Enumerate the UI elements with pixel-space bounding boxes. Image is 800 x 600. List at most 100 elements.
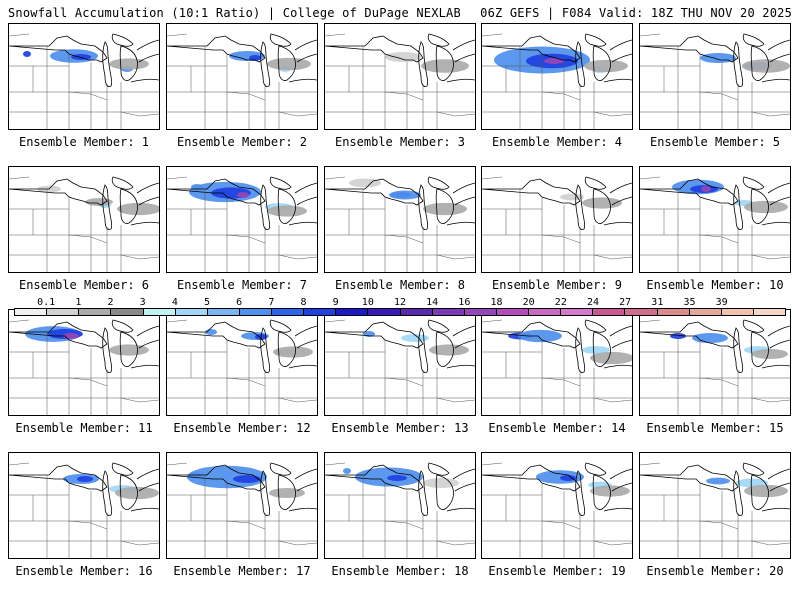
snowfall-field: [385, 51, 469, 73]
snow-blob: [744, 200, 788, 214]
colorbar-swatch: [400, 309, 433, 315]
colorbar-swatch: [561, 309, 594, 315]
colorbar-swatch: [464, 309, 497, 315]
snowfall-field: [229, 50, 311, 72]
colorbar-tick-label: 7: [268, 297, 275, 308]
colorbar-tick-label: 14: [426, 297, 439, 308]
snowfall-field: [37, 185, 159, 216]
ensemble-member-label: Ensemble Member: 10: [646, 278, 784, 292]
snowfall-field: [23, 49, 149, 72]
colorbar-tick-label: 18: [490, 297, 503, 308]
snow-blob: [421, 59, 469, 73]
colorbar-tick-label: 2: [107, 297, 114, 308]
ensemble-member-label: Ensemble Member: 19: [488, 564, 626, 578]
colorbar-tick-label: 16: [458, 297, 471, 308]
ensemble-map: [167, 176, 317, 272]
colorbar-swatch: [111, 309, 144, 315]
colorbar-tick-label: 4: [171, 297, 178, 308]
snow-blob: [423, 477, 459, 489]
snow-blob: [71, 54, 91, 60]
ensemble-map: [325, 176, 475, 272]
colorbar-tick-label: 20: [522, 297, 535, 308]
ensemble-map: [482, 176, 632, 272]
snow-blob: [269, 487, 305, 499]
ensemble-member-label: Ensemble Member: 20: [646, 564, 784, 578]
ensemble-member-label: Ensemble Member: 18: [331, 564, 469, 578]
snowfall-field: [205, 329, 313, 358]
ensemble-panel-9: [481, 166, 633, 273]
forecast-valid-time: 06Z GEFS | F084 Valid: 18Z THU NOV 20 20…: [480, 6, 792, 20]
snowfall-field: [63, 473, 159, 500]
ensemble-panel-20: [639, 452, 791, 559]
ensemble-panel-2: [166, 23, 318, 130]
snow-blob: [109, 58, 149, 70]
snowfall-field: [363, 331, 469, 356]
colorbar-tick-label: 35: [683, 297, 696, 308]
snow-blob: [233, 475, 261, 483]
base-map: [482, 33, 632, 129]
ensemble-panel-6: [8, 166, 160, 273]
ensemble-member-label: Ensemble Member: 15: [646, 421, 784, 435]
ensemble-member-label: Ensemble Member: 7: [176, 278, 308, 292]
snow-blob: [590, 351, 632, 365]
colorbar-ticks: 0.1 1 2 3 4 5 6 7 8 9 10 12 14 16 18 20 22 24 27 31 35 39: [14, 297, 786, 308]
colorbar-swatch: [272, 309, 305, 315]
colorbar-swatches: [14, 308, 786, 316]
colorbar-swatch: [593, 309, 626, 315]
base-map: [640, 462, 790, 558]
ensemble-map: [640, 176, 790, 272]
ensemble-panel-14: [481, 309, 633, 416]
colorbar-tick-label: 0.1: [37, 297, 56, 308]
colorbar-tick-label: 12: [393, 297, 407, 308]
snow-blob: [237, 192, 249, 198]
ensemble-member-label: Ensemble Member: 4: [491, 135, 623, 149]
colorbar-tick-label: 1: [75, 297, 82, 308]
colorbar-swatch: [721, 309, 754, 315]
ensemble-member-label: Ensemble Member: 12: [173, 421, 311, 435]
base-map: [482, 176, 632, 272]
base-map: [325, 33, 475, 129]
colorbar-tick-label: 10: [361, 297, 374, 308]
snow-blob: [429, 344, 469, 356]
colorbar-tick-label: 39: [715, 297, 728, 308]
ensemble-map: [482, 33, 632, 129]
ensemble-member-label: Ensemble Member: 11: [15, 421, 153, 435]
snowfall-field: [700, 52, 790, 73]
colorbar-swatch: [753, 309, 785, 315]
snow-blob: [267, 57, 311, 71]
ensemble-map: [9, 176, 159, 272]
base-map: [167, 319, 317, 415]
snow-blob: [249, 55, 261, 61]
ensemble-panel-8: [324, 166, 476, 273]
ensemble-map: [482, 319, 632, 415]
ensemble-panel-3: [324, 23, 476, 130]
ensemble-map: [640, 462, 790, 558]
ensemble-panel-19: [481, 452, 633, 559]
ensemble-map: [167, 462, 317, 558]
snow-blob: [560, 475, 576, 481]
snow-blob: [752, 348, 788, 360]
snow-blob: [742, 59, 790, 73]
ensemble-member-label: Ensemble Member: 1: [18, 135, 150, 149]
snow-blob: [389, 190, 421, 200]
snow-blob: [401, 334, 429, 342]
ensemble-map: [167, 33, 317, 129]
snow-blob: [518, 329, 562, 343]
colorbar-swatch: [496, 309, 529, 315]
colorbar-tick-label: 5: [203, 297, 211, 308]
ensemble-member-label: Ensemble Member: 13: [331, 421, 469, 435]
ensemble-map: [167, 319, 317, 415]
colorbar-tick-label: 9: [332, 297, 339, 308]
snow-blob: [77, 476, 93, 482]
colorbar-swatch: [175, 309, 208, 315]
ensemble-map: [9, 33, 159, 129]
snow-blob: [582, 346, 610, 354]
snowfall-field: [343, 467, 459, 489]
snow-blob: [582, 197, 622, 209]
ensemble-map: [9, 319, 159, 415]
colorbar-swatch: [304, 309, 337, 315]
colorbar-swatch: [689, 309, 722, 315]
colorbar-swatch: [143, 309, 176, 315]
colorbar-tick-label: 8: [300, 297, 307, 308]
ensemble-panel-12: [166, 309, 318, 416]
